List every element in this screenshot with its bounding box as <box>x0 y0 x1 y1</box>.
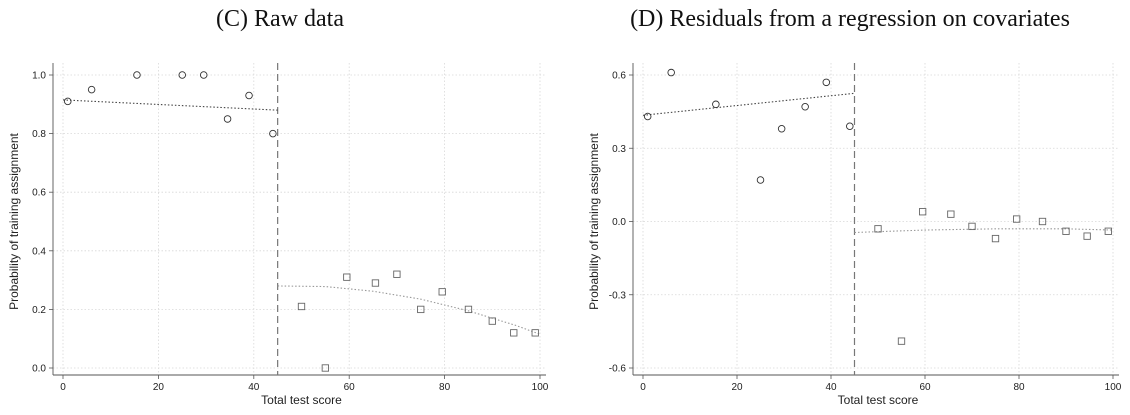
plot-c: 0.0 0.2 0.4 0.6 0.8 1.0 0 20 40 60 80 100 Total test… <box>7 63 549 407</box>
y-tick-label: 0.3 <box>612 144 626 155</box>
x-tick-label: 100 <box>1105 382 1122 393</box>
y-tick-label: 0.6 <box>612 71 626 82</box>
y-tick-label: 0.4 <box>32 246 46 257</box>
x-tick-label: 0 <box>640 382 646 393</box>
data-point-square <box>1038 217 1047 226</box>
fit-line <box>62 99 278 111</box>
x-tick-label: 80 <box>1013 382 1025 393</box>
panel-c-title: (C) Raw data <box>216 6 344 32</box>
x-tick-label: 20 <box>153 382 165 393</box>
y-tick-label: 0.6 <box>32 188 46 199</box>
fit-line <box>277 285 541 335</box>
data-point-circle <box>846 122 854 131</box>
y-axis-label: Probability of training assignment <box>587 132 601 309</box>
x-tick-label: 60 <box>919 382 931 393</box>
data-point-circle <box>801 102 809 111</box>
data-point-square <box>488 317 496 325</box>
x-tick-label: 60 <box>344 382 356 393</box>
data-point-square <box>968 222 976 231</box>
y-tick-label: 1.0 <box>32 71 46 82</box>
x-tick-label: 100 <box>532 382 549 393</box>
y-tick-label: 0.0 <box>612 217 626 228</box>
data-point-square <box>371 279 380 287</box>
data-point-square <box>510 329 518 337</box>
data-point-circle <box>133 71 141 79</box>
data-point-square <box>874 225 882 233</box>
data-point-square <box>1013 215 1021 223</box>
data-point-square <box>321 364 329 372</box>
data-point-square <box>531 329 539 337</box>
x-tick-label: 80 <box>439 382 451 393</box>
data-point-square <box>1083 232 1091 240</box>
data-point-square <box>297 302 306 311</box>
data-point-circle <box>87 85 96 94</box>
fit-line <box>642 92 855 116</box>
x-axis-label: Total test score <box>838 393 919 407</box>
y-tick-label: 0.2 <box>32 305 46 316</box>
data-point-circle <box>756 176 765 184</box>
data-point-square <box>897 337 906 345</box>
data-point-circle <box>223 115 232 123</box>
data-point-square <box>947 210 955 218</box>
data-point-circle <box>643 112 652 121</box>
x-axis-label: Total test score <box>261 393 342 407</box>
x-tick-label: 20 <box>731 382 743 393</box>
x-tick-label: 0 <box>60 382 66 393</box>
data-point-square <box>1104 227 1112 235</box>
data-point-circle <box>178 71 186 79</box>
y-tick-label: -0.6 <box>609 364 627 375</box>
data-point-circle <box>777 124 786 133</box>
data-point-circle <box>712 100 720 109</box>
x-tick-label: 40 <box>248 382 260 393</box>
y-tick-label: -0.3 <box>609 290 627 301</box>
data-point-circle <box>269 129 277 138</box>
data-point-circle <box>199 71 208 79</box>
y-tick-label: 0.0 <box>32 364 46 375</box>
data-point-circle <box>245 91 253 100</box>
data-point-square <box>464 305 473 314</box>
plot-d: -0.6 -0.3 0.0 0.3 0.6 0 20 40 60 80 100 Total test … <box>587 63 1122 407</box>
x-tick-label: 40 <box>825 382 837 393</box>
data-point-square <box>991 234 1000 243</box>
data-point-square <box>1062 227 1070 235</box>
fit-line <box>854 228 1114 234</box>
data-point-square <box>919 208 927 216</box>
y-axis-label: Probability of training assignment <box>7 132 21 309</box>
y-tick-label: 0.8 <box>32 129 46 140</box>
data-point-circle <box>64 97 72 106</box>
panel-d-title: (D) Residuals from a regression on covar… <box>630 6 1070 32</box>
data-point-circle <box>667 68 675 77</box>
data-point-square <box>343 273 351 281</box>
data-point-square <box>417 305 425 314</box>
data-point-square <box>438 288 446 296</box>
data-point-square <box>393 270 401 278</box>
data-point-circle <box>822 78 831 87</box>
